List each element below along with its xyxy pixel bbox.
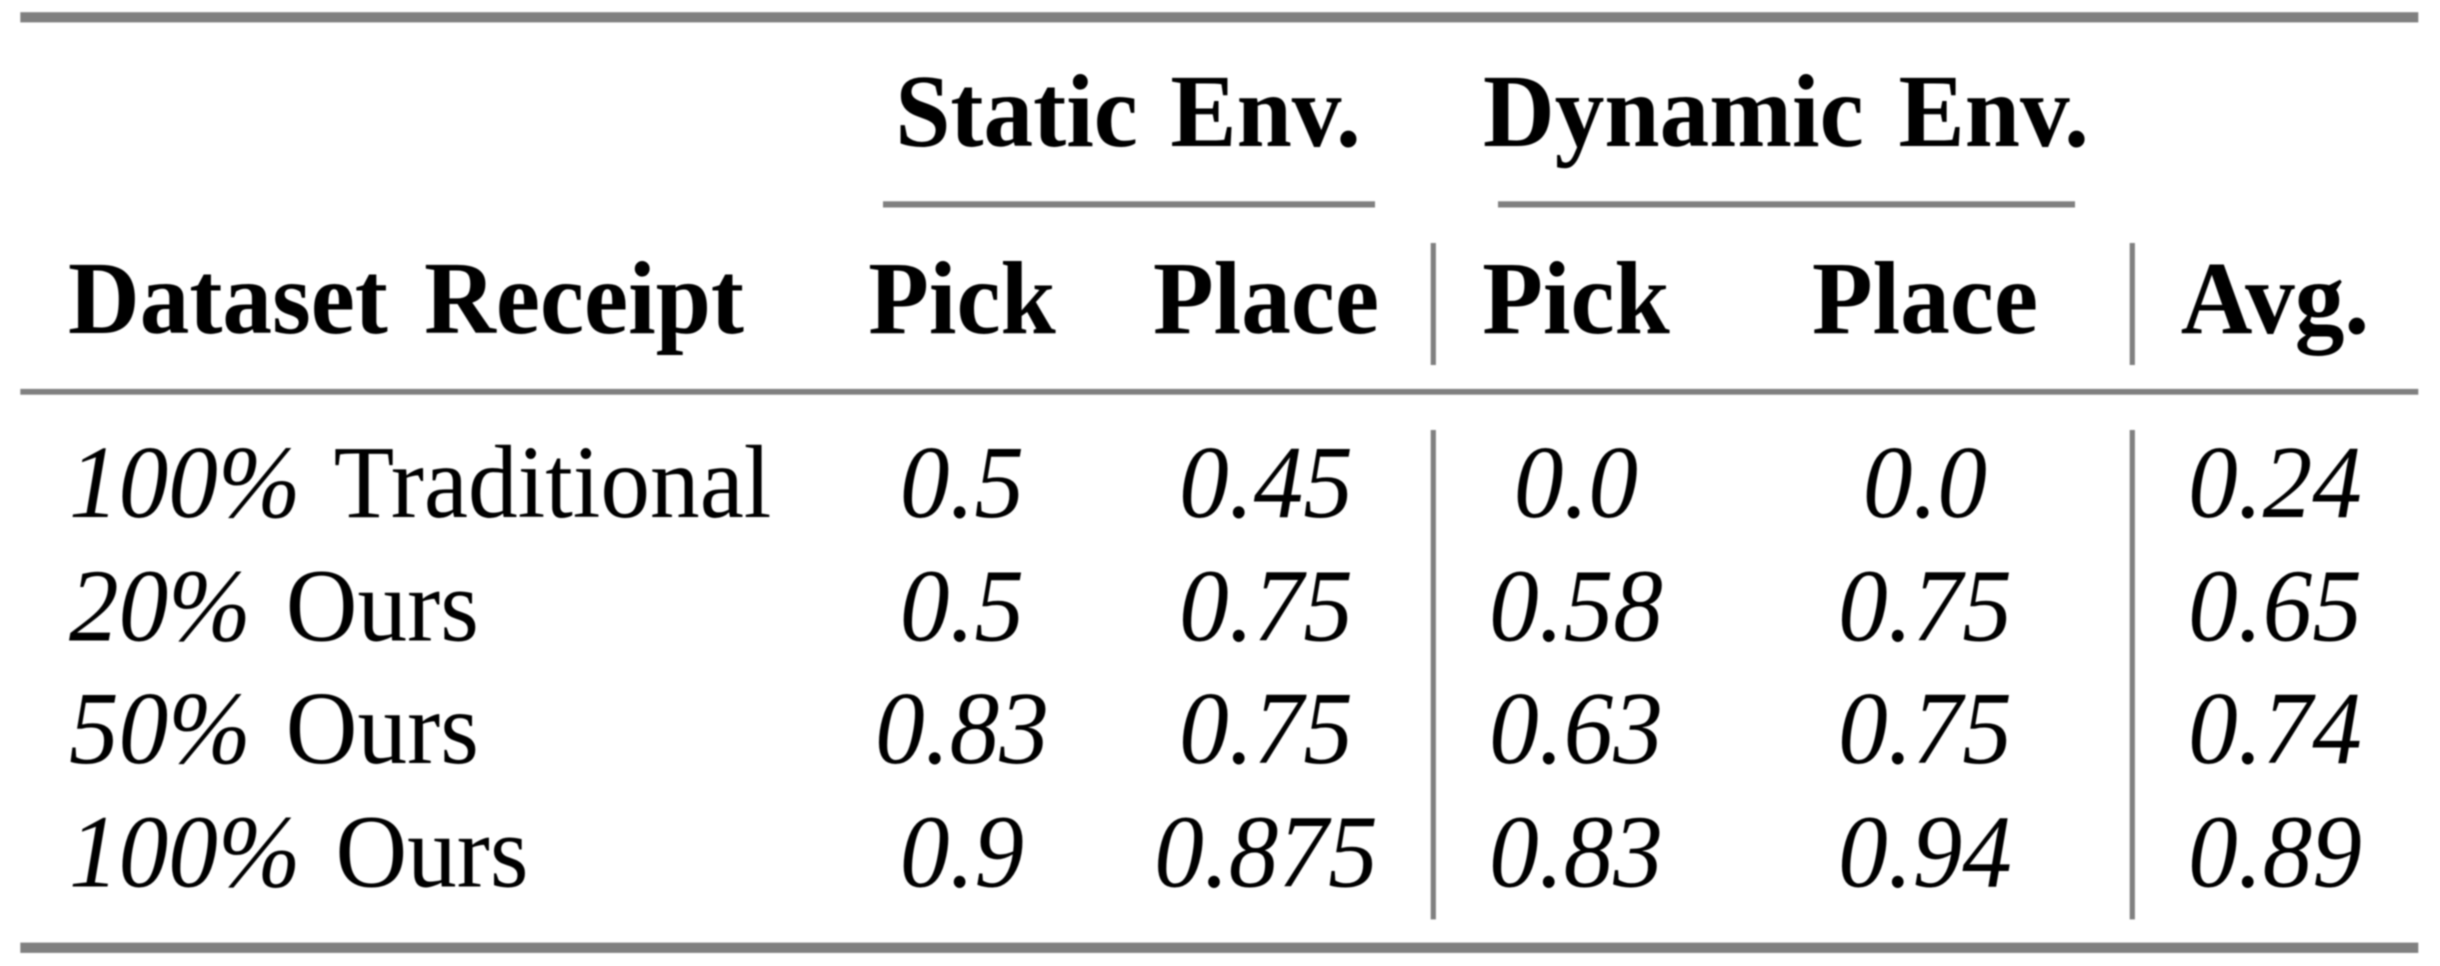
svg-text:0.94: 0.94 <box>1838 793 2012 909</box>
svg-text:0.89: 0.89 <box>2188 793 2362 909</box>
svg-text:0.65: 0.65 <box>2188 547 2362 663</box>
svg-text:0.5: 0.5 <box>900 547 1024 663</box>
svg-text:Avg.: Avg. <box>2181 240 2369 356</box>
svg-text:0.63: 0.63 <box>1489 670 1663 786</box>
svg-text:0.75: 0.75 <box>1179 670 1353 786</box>
svg-text:20% Ours: 20% Ours <box>69 547 479 663</box>
svg-text:Place: Place <box>1153 240 1379 356</box>
svg-text:0.83: 0.83 <box>1489 793 1663 909</box>
svg-text:0.74: 0.74 <box>2188 670 2362 786</box>
svg-text:0.875: 0.875 <box>1154 793 1377 909</box>
svg-text:0.24: 0.24 <box>2188 424 2362 540</box>
svg-text:0.75: 0.75 <box>1838 547 2012 663</box>
svg-text:0.58: 0.58 <box>1489 547 1663 663</box>
svg-text:0.83: 0.83 <box>875 670 1049 786</box>
svg-text:100% Ours: 100% Ours <box>69 793 529 909</box>
svg-text:100% Traditional: 100% Traditional <box>69 424 771 540</box>
svg-text:0.75: 0.75 <box>1179 547 1353 663</box>
svg-text:Pick: Pick <box>1482 240 1670 356</box>
svg-text:50% Ours: 50% Ours <box>69 670 479 786</box>
svg-text:Dynamic Env.: Dynamic Env. <box>1483 53 2089 169</box>
svg-text:0.0: 0.0 <box>1514 424 1638 540</box>
svg-text:Static Env.: Static Env. <box>895 53 1361 169</box>
svg-text:0.75: 0.75 <box>1838 670 2012 786</box>
svg-text:0.0: 0.0 <box>1863 424 1987 540</box>
svg-text:0.9: 0.9 <box>900 793 1024 909</box>
svg-text:Dataset Receipt: Dataset Receipt <box>68 240 744 356</box>
svg-text:Pick: Pick <box>868 240 1056 356</box>
svg-text:0.5: 0.5 <box>900 424 1024 540</box>
svg-text:0.45: 0.45 <box>1179 424 1353 540</box>
svg-text:Place: Place <box>1812 240 2038 356</box>
